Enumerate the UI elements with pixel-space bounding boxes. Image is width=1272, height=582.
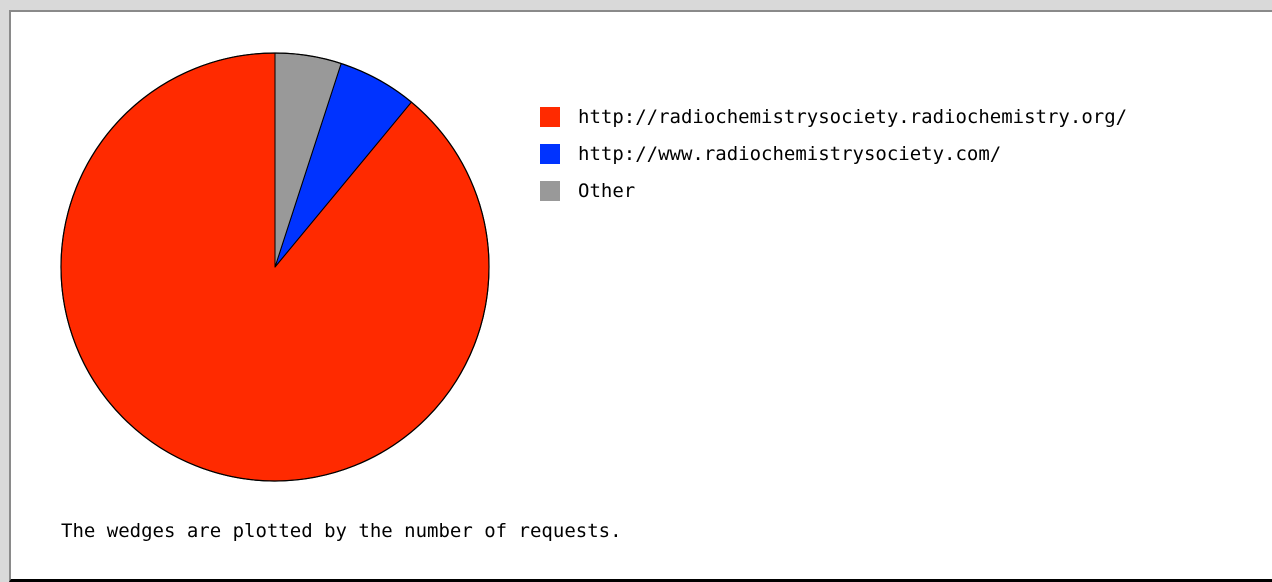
chart-legend: http://radiochemistrysociety.radiochemis…	[540, 98, 1127, 209]
pie-slices	[60, 52, 490, 482]
legend-swatch-1	[540, 143, 560, 164]
legend-item-2: Other	[540, 172, 1127, 209]
legend-label-0: http://radiochemistrysociety.radiochemis…	[578, 105, 1128, 128]
chart-footnote: The wedges are plotted by the number of …	[61, 520, 622, 542]
pie-outline	[60, 52, 490, 482]
legend-item-1: http://www.radiochemistrysociety.com/	[540, 135, 1127, 172]
chart-panel: http://radiochemistrysociety.radiochemis…	[9, 10, 1272, 582]
legend-label-2: Other	[578, 179, 636, 202]
legend-swatch-2	[540, 180, 560, 201]
legend-item-0: http://radiochemistrysociety.radiochemis…	[540, 98, 1127, 135]
pie-chart	[60, 52, 490, 482]
legend-label-1: http://www.radiochemistrysociety.com/	[578, 142, 1002, 165]
legend-swatch-0	[540, 106, 560, 127]
